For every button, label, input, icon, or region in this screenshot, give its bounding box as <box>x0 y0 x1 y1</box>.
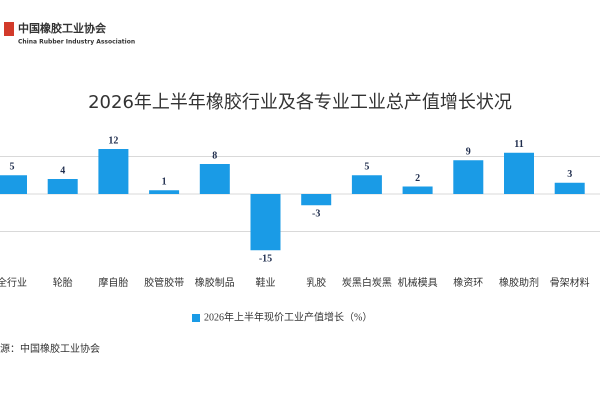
source: 源：中国橡胶工业协会 <box>0 342 100 355</box>
value-label: 2 <box>415 173 420 184</box>
bar <box>199 164 230 194</box>
x-tick-label: 鞋业 <box>256 276 276 289</box>
x-tick-label: 橡资环 <box>453 276 483 289</box>
bar <box>47 179 78 194</box>
x-tick-label: 胶管胶带 <box>144 276 184 289</box>
legend-swatch <box>192 314 200 322</box>
value-label: 5 <box>364 162 369 173</box>
bar <box>453 160 484 194</box>
x-tick-label: 橡胶制品 <box>195 276 235 289</box>
x-tick-label: 炭黑白炭黑 <box>342 276 392 289</box>
bar <box>98 149 129 194</box>
logo-icon <box>4 22 14 36</box>
value-label: 12 <box>108 135 118 146</box>
x-tick-label: 摩自胎 <box>98 276 128 289</box>
x-tick-label: 机械模具 <box>398 276 438 289</box>
bar <box>504 152 534 194</box>
x-tick-label: 乳胶 <box>306 276 326 289</box>
value-label: -3 <box>312 209 320 220</box>
org-name: 中国橡胶工业协会 <box>18 21 107 35</box>
x-tick-label: 轮胎 <box>53 276 73 289</box>
x-tick-label: 骨架材料 <box>550 276 590 289</box>
value-label: 9 <box>466 147 471 158</box>
legend-label: 2026年上半年现价工业产值增长（%） <box>204 310 372 323</box>
bar <box>250 194 281 251</box>
value-label: -15 <box>259 254 272 265</box>
x-tick-label: 全行业 <box>0 276 27 289</box>
bar <box>351 175 382 194</box>
value-label: 5 <box>10 162 15 173</box>
org-name-en: China Rubber Industry Association <box>18 39 135 46</box>
bar <box>301 194 332 206</box>
value-label: 11 <box>514 139 523 150</box>
bar <box>149 190 180 194</box>
value-label: 3 <box>567 169 572 180</box>
bar <box>554 182 585 194</box>
bar <box>402 186 433 194</box>
x-tick-label: 橡胶助剂 <box>499 276 539 289</box>
bar <box>0 175 27 194</box>
value-label: 1 <box>162 177 167 188</box>
value-label: 8 <box>212 150 217 161</box>
chart-title: 2026年上半年橡胶行业及各专业工业总产值增长状况 <box>88 92 512 113</box>
value-label: 4 <box>60 165 65 176</box>
